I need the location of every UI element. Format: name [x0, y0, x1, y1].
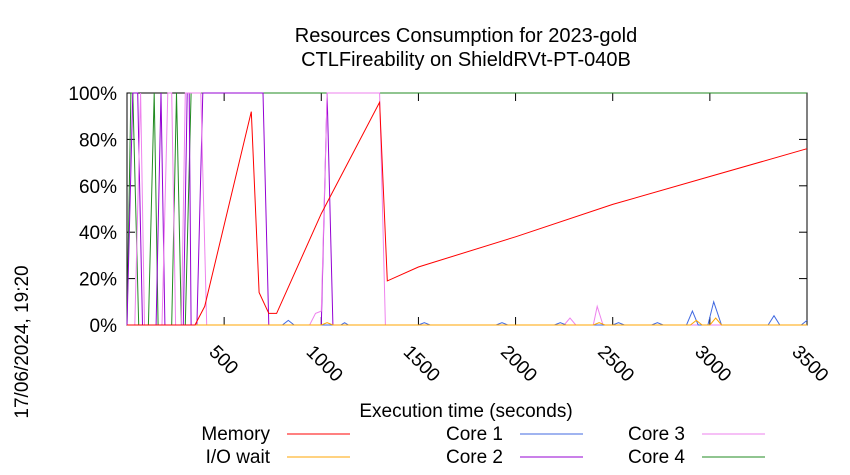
series-lines: [126, 92, 808, 326]
x-tick-label: 3500: [787, 342, 832, 387]
series-line-i-o-wait: [127, 317, 807, 326]
series-line-core-1: [127, 300, 808, 326]
legend-label: Core 3: [628, 424, 685, 445]
x-tick-label: 2000: [496, 342, 541, 387]
series-line-core-4: [126, 92, 807, 326]
y-tick-label: 60%: [79, 177, 117, 198]
legend-label: I/O wait: [206, 447, 271, 468]
legend-label: Core 2: [446, 447, 503, 468]
y-tick-label: 0%: [90, 316, 118, 337]
chart-subtitle: CTLFireability on ShieldRVt-PT-040B: [301, 49, 631, 71]
x-tick-label: 3000: [690, 342, 735, 387]
legend-label: Memory: [201, 424, 270, 445]
series-line-memory: [127, 100, 808, 326]
y-tick-label: 20%: [79, 270, 117, 291]
y-tick-label: 80%: [79, 130, 117, 151]
legend-label: Core 4: [628, 447, 685, 468]
y-tick-label: 100%: [68, 84, 117, 105]
series-line-core-2: [126, 92, 807, 326]
x-tick-label: 1000: [302, 342, 347, 387]
x-tick-label: 500: [205, 342, 242, 379]
y-tick-label: 40%: [79, 223, 117, 244]
legend-label: Core 1: [446, 424, 503, 445]
series-line-core-3: [127, 92, 807, 326]
x-tick-label: 2500: [593, 342, 638, 387]
x-axis-label: Execution time (seconds): [359, 401, 572, 422]
side-timestamp: 17/06/2024, 19:20: [12, 265, 33, 418]
x-tick-label: 1500: [399, 342, 444, 387]
plot-frame: [126, 92, 808, 326]
chart-title: Resources Consumption for 2023-gold: [295, 25, 637, 47]
